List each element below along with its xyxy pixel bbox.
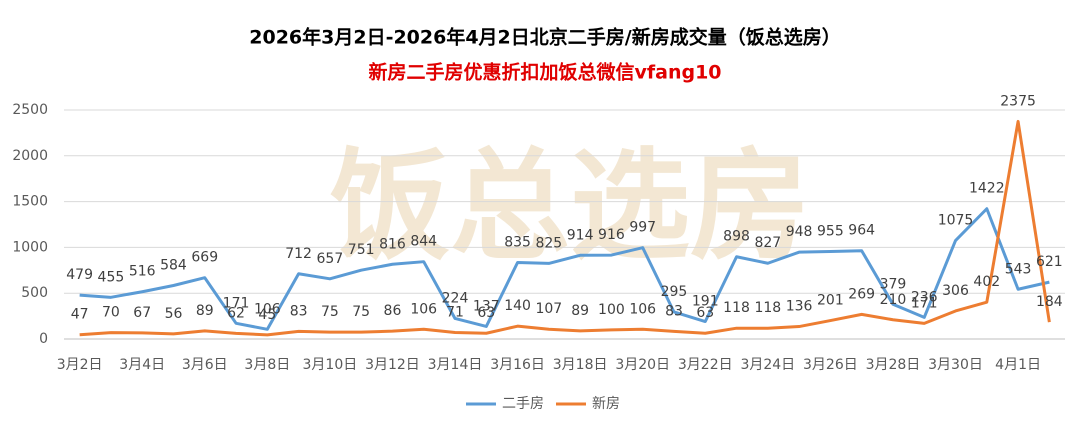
data-label: 1422 [969, 181, 1005, 197]
data-label: 210 [880, 292, 907, 308]
legend-label: 新房 [592, 396, 620, 412]
y-tick-label: 2500 [12, 102, 48, 118]
data-label: 63 [477, 305, 495, 321]
x-tick-label: 3月24日 [740, 357, 795, 373]
data-label: 171 [911, 295, 938, 311]
chart-subtitle: 新房二手房优惠折扣加饭总微信vfang10 [368, 61, 721, 84]
x-tick-label: 3月30日 [928, 357, 983, 373]
data-label: 56 [165, 306, 183, 322]
data-label: 955 [817, 224, 844, 240]
x-tick-label: 3月16日 [490, 357, 545, 373]
data-label: 45 [258, 307, 276, 323]
data-label: 107 [535, 301, 562, 317]
data-label: 47 [71, 307, 89, 323]
y-tick-label: 500 [21, 285, 48, 301]
data-label: 835 [504, 235, 531, 251]
data-label: 171 [223, 295, 250, 311]
x-tick-label: 4月1日 [995, 357, 1041, 373]
data-label: 964 [848, 223, 875, 239]
data-label: 106 [410, 301, 437, 317]
data-label: 1075 [938, 213, 974, 229]
data-label: 136 [786, 299, 813, 315]
data-label: 712 [285, 246, 312, 262]
data-label: 75 [321, 304, 339, 320]
data-label: 106 [629, 301, 656, 317]
x-tick-label: 3月2日 [57, 357, 103, 373]
y-tick-label: 2000 [12, 148, 48, 164]
data-label: 997 [629, 220, 656, 236]
line-series [79, 119, 1051, 337]
data-label: 191 [692, 294, 719, 310]
data-label: 224 [442, 290, 469, 306]
data-label: 844 [410, 234, 437, 250]
data-label: 479 [66, 267, 93, 283]
y-tick-label: 0 [39, 331, 48, 347]
data-label: 816 [379, 236, 406, 252]
data-label: 83 [665, 303, 683, 319]
x-tick-label: 3月18日 [553, 357, 608, 373]
data-label: 236 [911, 289, 938, 305]
data-label: 825 [535, 235, 562, 251]
data-label: 89 [196, 303, 214, 319]
data-label: 63 [696, 305, 714, 321]
data-label: 543 [1005, 261, 1032, 277]
data-label: 751 [348, 242, 375, 258]
data-label: 455 [98, 269, 125, 285]
data-label: 657 [317, 251, 344, 267]
legend-label: 二手房 [502, 396, 544, 412]
data-label: 916 [598, 227, 625, 243]
chart-title: 2026年3月2日-2026年4月2日北京二手房/新房成交量（饭总选房） [249, 26, 840, 49]
data-label: 516 [129, 264, 156, 280]
data-label: 669 [191, 250, 218, 266]
data-label: 379 [880, 276, 907, 292]
line-series [79, 207, 1050, 331]
data-label: 621 [1036, 254, 1063, 270]
x-tick-label: 3月8日 [244, 357, 290, 373]
data-label: 914 [567, 227, 594, 243]
data-label: 106 [254, 301, 281, 317]
data-label: 948 [786, 224, 813, 240]
data-label: 67 [133, 305, 151, 321]
x-tick-label: 3月26日 [803, 357, 858, 373]
data-label: 83 [290, 303, 308, 319]
data-label: 137 [473, 298, 500, 314]
x-tick-label: 3月28日 [866, 357, 921, 373]
data-label: 118 [754, 300, 781, 316]
x-tick-label: 3月20日 [615, 357, 670, 373]
x-tick-label: 3月22日 [678, 357, 733, 373]
data-label: 71 [446, 304, 464, 320]
data-label: 898 [723, 229, 750, 245]
data-label: 584 [160, 258, 187, 274]
data-label: 827 [754, 235, 781, 251]
data-label: 306 [942, 283, 969, 299]
watermark: 饭总选房 [330, 138, 810, 277]
data-label: 184 [1036, 294, 1063, 310]
data-label: 201 [817, 293, 844, 309]
data-label: 89 [571, 303, 589, 319]
data-label: 295 [661, 284, 688, 300]
data-label: 70 [102, 305, 120, 321]
data-label: 269 [848, 286, 875, 302]
data-label: 140 [504, 298, 531, 314]
x-tick-label: 3月4日 [119, 357, 165, 373]
data-label: 402 [973, 274, 1000, 290]
x-tick-label: 3月12日 [365, 357, 420, 373]
data-label: 2375 [1000, 93, 1036, 109]
data-label: 100 [598, 302, 625, 318]
x-tick-label: 3月6日 [182, 357, 228, 373]
data-label: 118 [723, 300, 750, 316]
y-tick-label: 1000 [12, 239, 48, 255]
data-label: 86 [384, 303, 402, 319]
data-label: 62 [227, 305, 245, 321]
x-tick-label: 3月14日 [428, 357, 483, 373]
x-tick-label: 3月10日 [303, 357, 358, 373]
data-label: 75 [352, 304, 370, 320]
y-tick-label: 1500 [12, 194, 48, 210]
